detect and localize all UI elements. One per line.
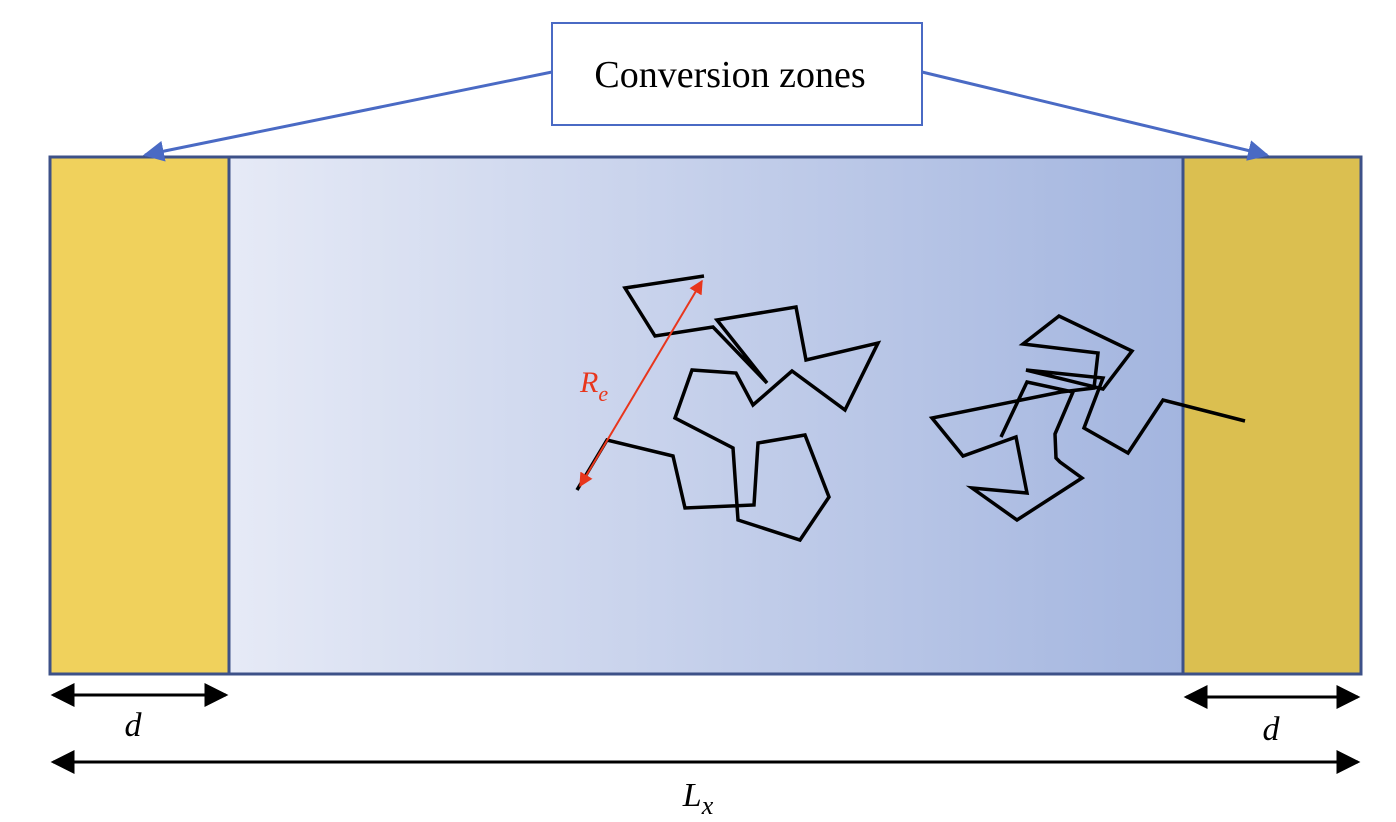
conversion-zone-right (1183, 157, 1361, 674)
dim-label-total-length: Lx (682, 777, 714, 820)
bulk-region (229, 157, 1183, 674)
callout-label: Conversion zones (594, 54, 865, 96)
dim-label-right-zone: d (1263, 711, 1281, 748)
callout-arrow-right (921, 70, 1270, 161)
callout-arrow-left (142, 70, 553, 162)
polymer-chain-1 (575, 274, 882, 543)
re-arrow (579, 279, 703, 488)
conversion-zone-left (50, 157, 229, 674)
polymer-chain-2 (928, 313, 1246, 523)
simulation-box-border (48, 155, 1363, 676)
dim-label-left-zone: d (125, 707, 143, 744)
re-label: Re (579, 366, 608, 406)
callout-box (551, 22, 923, 126)
